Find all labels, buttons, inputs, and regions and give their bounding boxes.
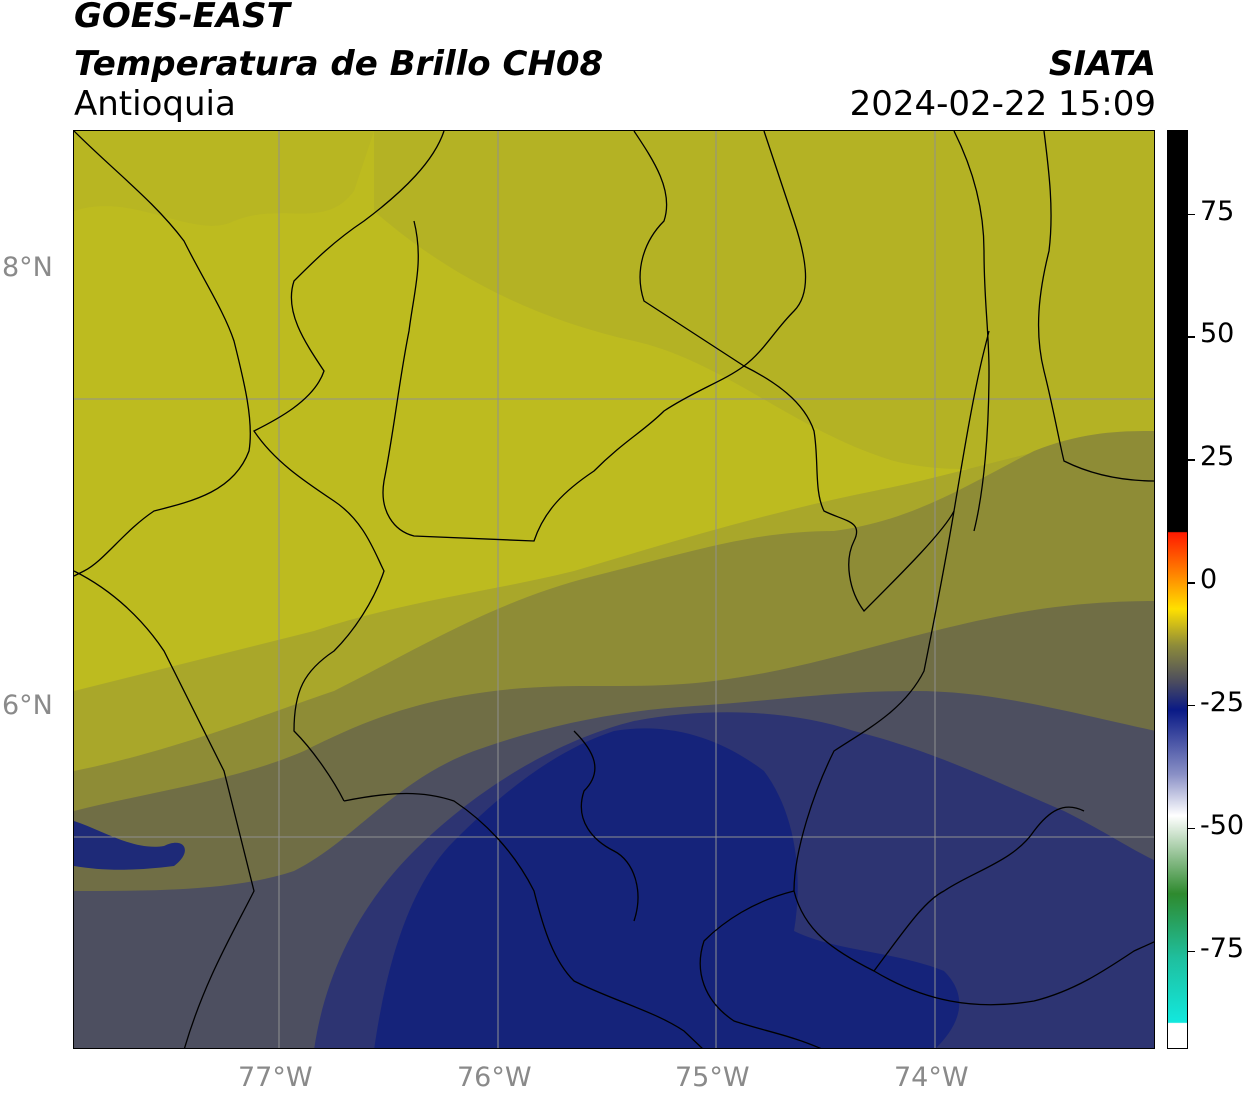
colorbar-tick (1188, 582, 1195, 584)
colorbar-tick-label: -50 (1200, 809, 1245, 841)
colorbar-tick-label: -75 (1200, 932, 1245, 964)
field-layer-yellow-north (374, 131, 1154, 470)
colorbar-tick-label: 50 (1200, 318, 1235, 350)
lon-label-74w: 74°W (894, 1062, 969, 1093)
border-caldas (699, 890, 822, 1048)
lat-label-6n: 6°N (2, 690, 53, 721)
colorbar-tick-label: 75 (1200, 195, 1235, 227)
lon-label-75w: 75°W (675, 1062, 750, 1093)
colorbar-tick (1188, 950, 1195, 953)
colorbar-tick-label: -25 (1200, 686, 1245, 718)
colorbar-tick (1188, 827, 1195, 830)
product-title: Temperatura de Brillo CH08 (74, 44, 604, 84)
border-santander-north (743, 330, 990, 612)
agency-label: SIATA (1048, 44, 1156, 84)
border-choco-west (74, 131, 251, 577)
satellite-title: GOES-EAST (74, 0, 290, 36)
border-cordoba-south (382, 220, 745, 542)
map-panel (73, 130, 1155, 1049)
datetime-label: 2024-02-22 15:09 (849, 84, 1156, 124)
border-santander-east (953, 131, 990, 532)
field-layer-navy-west-patch (74, 821, 185, 870)
colorbar-tick-label: 0 (1200, 564, 1218, 596)
lat-label-8n: 8°N (2, 252, 53, 283)
boundaries (74, 131, 1154, 1048)
border-choco-south (74, 570, 255, 1048)
border-antioquia-sw (343, 792, 703, 1048)
border-boyaca (873, 806, 1085, 972)
temperature-field-map (74, 131, 1154, 1048)
colorbar-tick (1188, 213, 1195, 216)
colorbar-tick-label: 25 (1200, 441, 1235, 473)
colorbar-tick (1188, 704, 1195, 707)
border-bolivar-west (633, 131, 807, 367)
colorbar-tick (1188, 459, 1195, 461)
field-layer-deep-navy (374, 728, 960, 1048)
colorbar-tick (1188, 336, 1195, 338)
colorbar (1167, 130, 1188, 1049)
region-label: Antioquia (74, 84, 236, 124)
lon-label-77w: 77°W (238, 1062, 313, 1093)
coastline-gulf-uraba (253, 131, 445, 802)
border-medellin-area (573, 730, 639, 922)
lon-label-76w: 76°W (457, 1062, 532, 1093)
colorbar-gradient (1168, 131, 1187, 1048)
border-cesar-east (1037, 131, 1154, 482)
